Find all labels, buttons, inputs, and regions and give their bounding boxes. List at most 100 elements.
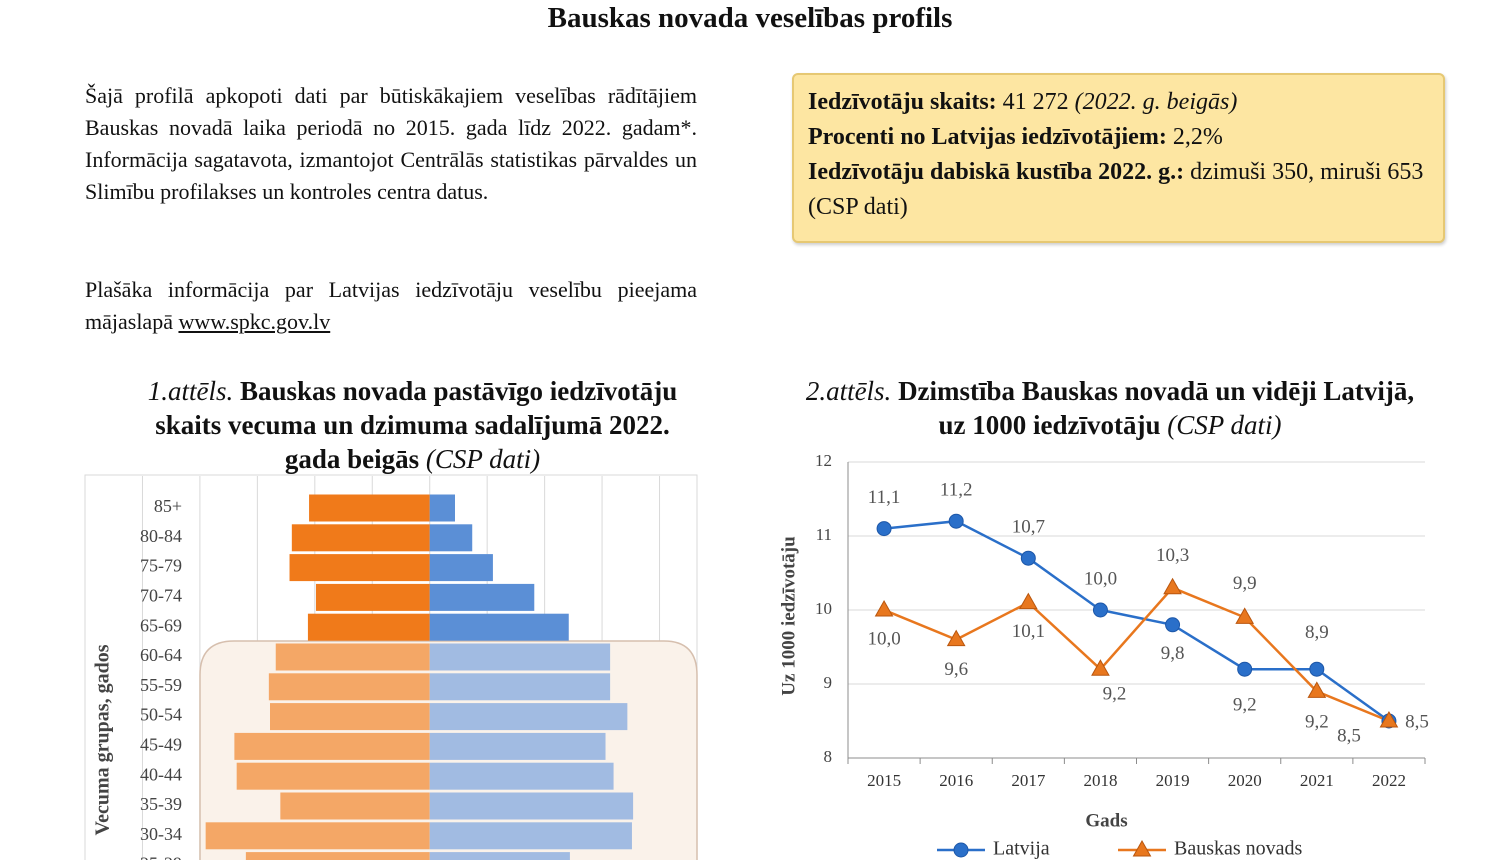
y-tick-label: 75-79 (140, 556, 182, 576)
point (1307, 681, 1327, 698)
info-value: 2,2% (1172, 124, 1223, 150)
data-label: 8,9 (1305, 622, 1329, 643)
figure-title: 2.attēls. Dzimstība Bauskas novadā un vi… (800, 374, 1420, 442)
bar (309, 494, 430, 522)
x-tick-label: 2018 (1083, 771, 1117, 790)
figure-title-text: Bauskas novada pastāvīgo iedzīvotāju ska… (155, 376, 678, 474)
point (1165, 617, 1181, 633)
x-tick-label: 2021 (1300, 771, 1334, 790)
y-axis-label: Uz 1000 iedzīvotāju (778, 536, 799, 696)
y-tick-label: 12 (815, 451, 832, 470)
data-label: 9,6 (944, 659, 968, 680)
data-label: 9,2 (1305, 712, 1329, 733)
data-label: 8,5 (1405, 711, 1429, 732)
data-label: 10,0 (867, 628, 900, 649)
bar (429, 673, 611, 701)
y-tick-label: 35-39 (140, 794, 182, 814)
point (1235, 607, 1255, 624)
point (1020, 550, 1036, 566)
info-line: Procenti no Latvijas iedzīvotājiem: 2,2% (808, 120, 1429, 155)
x-tick-label: 2017 (1011, 771, 1046, 790)
point (1018, 592, 1038, 610)
bar (234, 732, 430, 760)
bar (245, 852, 430, 860)
bar (429, 524, 473, 552)
point (946, 629, 966, 647)
bar (429, 554, 493, 582)
legend-marker (953, 842, 969, 858)
y-tick-label: 70-74 (140, 586, 182, 606)
figure-label: 1.attēls. (147, 376, 234, 406)
info-box: Iedzīvotāju skaits: 41 272 (2022. g. bei… (792, 73, 1445, 243)
y-tick-label: 11 (816, 525, 832, 544)
y-tick-label: 25-29 (140, 854, 182, 860)
point (1092, 602, 1108, 618)
data-label: 11,2 (940, 480, 973, 501)
y-tick-label: 80-84 (140, 526, 182, 546)
figure-source: (CSP dati) (425, 444, 541, 474)
x-tick-label: 2022 (1372, 771, 1406, 790)
intro-paragraph: Plašāka informācija par Latvijas iedzīvo… (85, 274, 697, 338)
data-label: 8,5 (1337, 725, 1361, 746)
point (1163, 577, 1182, 595)
data-label: 9,2 (1103, 684, 1127, 705)
info-label: Procenti no Latvijas iedzīvotājiem: (808, 124, 1167, 150)
data-label: 9,2 (1233, 695, 1257, 716)
info-value: dzimuši 350, miruši 653 (CSP dati) (808, 159, 1424, 220)
series-line (883, 519, 1390, 723)
point (948, 513, 964, 529)
data-label: 10,7 (1012, 517, 1045, 538)
intro-text: Plašāka informācija par Latvijas iedzīvo… (85, 277, 697, 334)
figure-title: 1.attēls. Bauskas novada pastāvīgo iedzī… (130, 374, 695, 476)
bar (429, 613, 569, 641)
bar (291, 524, 430, 552)
bar (429, 792, 634, 820)
bar (205, 822, 430, 850)
x-tick-label: 2015 (867, 771, 901, 790)
data-label: 10,1 (1012, 621, 1045, 642)
info-value: 41 272 (1002, 89, 1069, 115)
info-line: Iedzīvotāju dabiskā kustība 2022. g.: dz… (808, 155, 1429, 225)
point (1379, 710, 1399, 728)
y-tick-label: 45-49 (140, 735, 182, 755)
bar (429, 494, 455, 522)
info-label: Iedzīvotāju skaits: (808, 89, 997, 115)
y-tick-label: 40-44 (140, 764, 182, 784)
bar (429, 822, 632, 850)
x-tick-label: 2019 (1156, 771, 1190, 790)
bar (429, 703, 628, 731)
y-tick-label: 8 (824, 747, 833, 766)
y-tick-label: 85+ (154, 496, 182, 516)
data-label: 11,1 (868, 487, 901, 508)
y-tick-label: 50-54 (140, 705, 182, 725)
legend-marker (1132, 839, 1152, 857)
info-label: Iedzīvotāju dabiskā kustība 2022. g.: (808, 159, 1185, 185)
series-line (883, 586, 1390, 723)
bar (429, 852, 570, 860)
bar (269, 703, 430, 731)
page-title: Bauskas novada veselības profils (547, 2, 953, 34)
data-label: 10,3 (1156, 545, 1189, 566)
data-label: 9,8 (1161, 643, 1185, 664)
point (1237, 661, 1253, 677)
y-tick-label: 10 (815, 599, 832, 618)
bar (429, 583, 535, 611)
figure-title-text: Dzimstība Bauskas novadā un vidēji Latvi… (898, 376, 1415, 440)
bar (275, 643, 430, 671)
data-label: 10,0 (1084, 568, 1117, 589)
bar (236, 762, 430, 790)
x-tick-label: 2020 (1228, 771, 1262, 790)
figure-label: 2.attēls. (805, 376, 892, 406)
legend-label: Bauskas novads (1174, 838, 1303, 860)
intro-paragraph: Šajā profilā apkopoti dati par būtiskāka… (85, 83, 697, 204)
bar (280, 792, 430, 820)
figure-source: (CSP dati) (1167, 410, 1282, 440)
y-tick-label: 55-59 (140, 675, 182, 695)
info-note: (2022. g. beigās) (1074, 89, 1238, 115)
point (876, 521, 892, 537)
link[interactable]: www.spkc.gov.lv (178, 309, 331, 334)
point (1309, 661, 1325, 677)
bar (268, 673, 430, 701)
legend-label: Latvija (993, 838, 1050, 860)
